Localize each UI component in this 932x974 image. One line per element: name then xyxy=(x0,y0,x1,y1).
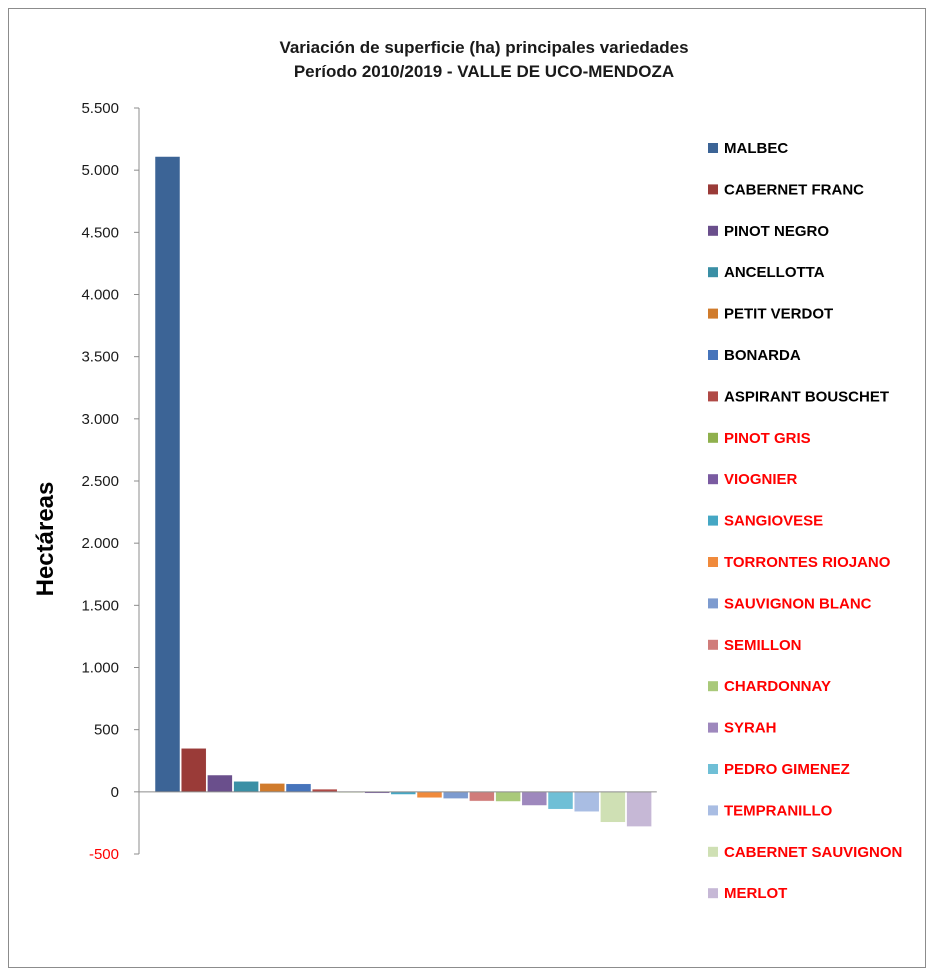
y-tick-label: -500 xyxy=(89,846,119,863)
y-tick-label: 4.500 xyxy=(81,224,119,241)
legend-label: MERLOT xyxy=(724,885,787,902)
bar-malbec xyxy=(154,156,181,793)
legend-swatch xyxy=(708,474,718,485)
legend-label: CABERNET FRANC xyxy=(724,181,864,198)
bar-sauvignon-blanc xyxy=(442,791,469,799)
legend-label: PINOT GRIS xyxy=(724,430,811,447)
legend-swatch xyxy=(708,225,718,236)
legend-label: MALBEC xyxy=(724,140,788,157)
legend-swatch xyxy=(708,639,718,650)
bar-chardonnay xyxy=(495,791,521,802)
y-tick-label: 2.000 xyxy=(81,535,119,552)
bar-torrontes-riojano xyxy=(416,791,443,799)
bar-merlot xyxy=(626,791,652,827)
legend-swatch xyxy=(708,557,718,567)
y-tick-label: 4.000 xyxy=(81,287,119,304)
bar-tempranillo xyxy=(573,791,600,812)
bar-pinot-negro xyxy=(207,774,233,793)
legend-label: TEMPRANILLO xyxy=(724,802,833,819)
y-tick-label: 3.500 xyxy=(81,349,119,366)
bar-cabernet-franc xyxy=(180,748,207,793)
legend-swatch xyxy=(708,350,718,360)
legend-swatch xyxy=(708,598,718,609)
legend-label: SAUVIGNON BLANC xyxy=(724,595,872,612)
chart-title-line2: Período 2010/2019 - VALLE DE UCO-MENDOZA xyxy=(294,62,674,81)
y-tick-label: 5.000 xyxy=(81,162,119,179)
legend-label: PETIT VERDOT xyxy=(724,306,833,323)
legend-label: CHARDONNAY xyxy=(724,678,831,695)
legend-label: PINOT NEGRO xyxy=(724,223,829,240)
legend-swatch xyxy=(708,764,718,774)
legend: MALBEC CABERNET FRANC PINOT NEGRO ANCELLOTT… xyxy=(708,140,902,902)
legend-label: VIOGNIER xyxy=(724,471,798,488)
y-tick-label: 2.500 xyxy=(81,473,119,490)
bar-ancellotta xyxy=(233,781,259,793)
bars-group xyxy=(139,156,657,827)
bar-syrah xyxy=(521,791,548,806)
legend-label: BONARDA xyxy=(724,347,801,364)
y-tick-label: 1.500 xyxy=(81,597,119,614)
legend-label: SANGIOVESE xyxy=(724,513,823,530)
y-tick-label: 5.500 xyxy=(81,100,119,117)
y-tick-label: 1.000 xyxy=(81,660,119,677)
legend-swatch xyxy=(708,805,718,816)
y-axis: 5.500 5.000 4.500 4.000 3.500 3.000 2.500 2.000… xyxy=(81,100,140,863)
bar-cabernet-sauvignon xyxy=(600,791,626,823)
y-tick-label: 0 xyxy=(111,784,119,801)
legend-swatch xyxy=(708,308,718,319)
legend-swatch xyxy=(708,267,718,278)
legend-label: SYRAH xyxy=(724,720,777,737)
y-axis-label: Hectáreas xyxy=(32,482,59,597)
chart-frame: Variación de superficie (ha) principales… xyxy=(8,8,926,968)
y-tick-label: 3.000 xyxy=(81,411,119,428)
chart-title-line1: Variación de superficie (ha) principales… xyxy=(279,38,688,57)
legend-swatch xyxy=(708,391,718,402)
legend-swatch xyxy=(708,432,718,443)
legend-swatch xyxy=(708,184,718,195)
bar-petit-verdot xyxy=(259,783,286,793)
legend-swatch xyxy=(708,888,718,899)
legend-swatch xyxy=(708,143,718,153)
legend-label: ASPIRANT BOUSCHET xyxy=(724,388,889,405)
legend-swatch xyxy=(708,846,718,857)
y-tick-label: 500 xyxy=(94,722,119,739)
legend-label: ANCELLOTTA xyxy=(724,264,825,281)
legend-label: TORRONTES RIOJANO xyxy=(724,554,891,571)
bar-pedro-gimenez xyxy=(547,791,574,810)
legend-swatch xyxy=(708,515,718,526)
legend-swatch xyxy=(708,681,718,692)
legend-label: SEMILLON xyxy=(724,637,802,654)
chart-svg: Variación de superficie (ha) principales… xyxy=(32,38,902,902)
bar-bonarda xyxy=(285,783,312,793)
legend-label: PEDRO GIMENEZ xyxy=(724,761,850,778)
bar-semillon xyxy=(469,791,495,802)
legend-swatch xyxy=(708,722,718,733)
legend-label: CABERNET SAUVIGNON xyxy=(724,844,902,861)
